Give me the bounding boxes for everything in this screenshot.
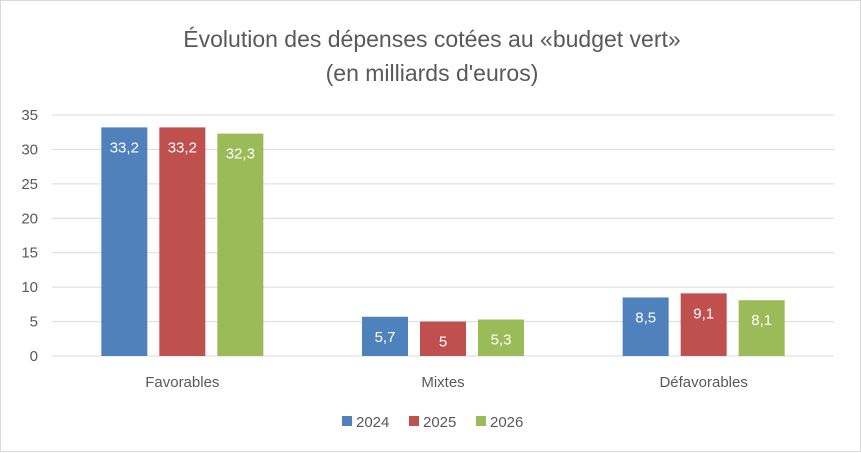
y-tick-label: 25 xyxy=(21,176,38,193)
x-category-label: Défavorables xyxy=(659,374,747,391)
y-tick-label: 0 xyxy=(30,348,38,365)
y-tick-label: 10 xyxy=(21,279,38,296)
data-label: 9,1 xyxy=(693,305,714,322)
y-tick-label: 30 xyxy=(21,141,38,158)
data-label: 32,3 xyxy=(226,146,255,163)
data-label: 5,7 xyxy=(375,329,396,346)
bar xyxy=(101,127,148,356)
legend-swatch xyxy=(476,416,486,426)
data-label: 5 xyxy=(439,334,447,351)
data-label: 33,2 xyxy=(168,139,197,156)
legend-swatch xyxy=(409,416,419,426)
bar xyxy=(478,319,524,356)
bar xyxy=(159,127,206,356)
legend-label: 2026 xyxy=(490,414,523,431)
legend-label: 2025 xyxy=(423,414,456,431)
y-tick-label: 5 xyxy=(30,314,38,331)
y-tick-label: 20 xyxy=(21,210,38,227)
bar xyxy=(362,316,408,356)
y-tick-label: 35 xyxy=(21,107,38,124)
bar xyxy=(738,300,785,356)
x-category-label: Mixtes xyxy=(421,374,464,391)
y-tick-label: 15 xyxy=(21,245,38,262)
x-category-label: Favorables xyxy=(145,374,219,391)
data-label: 5,3 xyxy=(491,332,512,349)
chart-title: Évolution des dépenses cotées au «budget… xyxy=(183,26,680,52)
data-label: 33,2 xyxy=(110,139,139,156)
bar xyxy=(420,321,466,356)
bars: 33,2 33,2 32,3 5,7 5 5,3 8,5 9,1 8,1 xyxy=(101,127,785,356)
legend: 2024 2025 2026 xyxy=(342,414,523,431)
data-label: 8,5 xyxy=(635,309,656,326)
legend-label: 2024 xyxy=(356,414,389,431)
bar xyxy=(680,293,727,356)
y-axis: 0 5 10 15 20 25 30 35 xyxy=(21,107,38,365)
x-axis: Favorables Mixtes Défavorables xyxy=(145,374,748,391)
bar xyxy=(622,297,669,356)
legend-swatch xyxy=(342,416,352,426)
data-label: 8,1 xyxy=(751,312,772,329)
bar xyxy=(217,133,264,356)
chart-subtitle: (en milliards d'euros) xyxy=(326,60,539,86)
